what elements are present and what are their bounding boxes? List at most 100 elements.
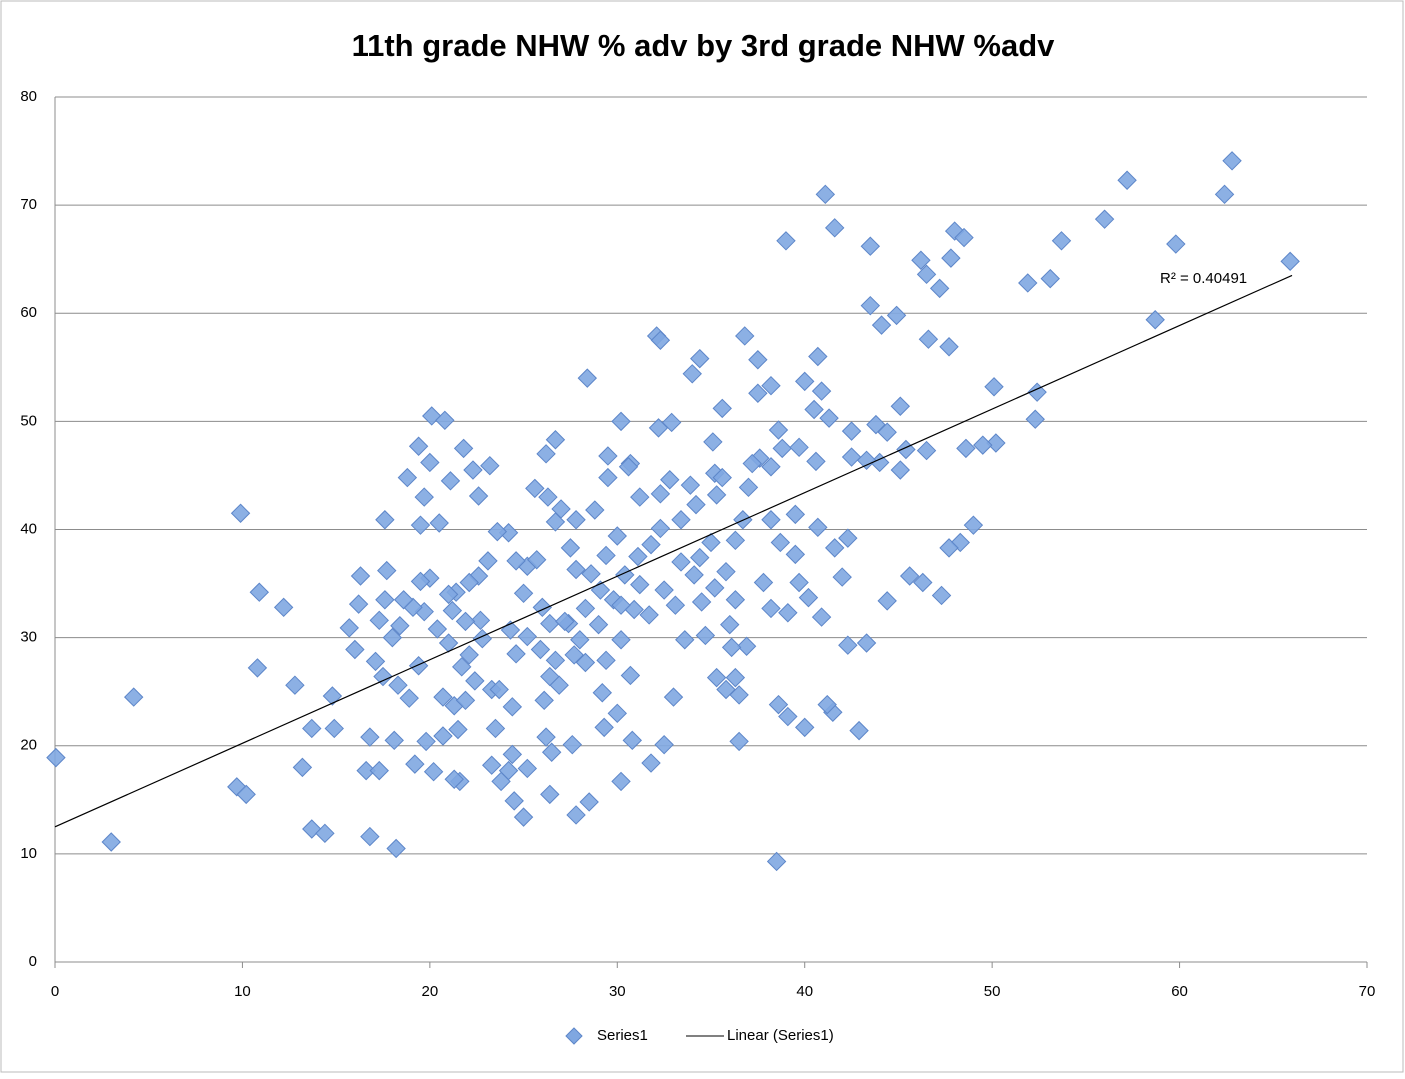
- point: [628, 546, 648, 567]
- point: [485, 718, 506, 739]
- point: [292, 757, 313, 778]
- point: [680, 475, 701, 495]
- point: [671, 552, 691, 572]
- point: [611, 411, 631, 432]
- point: [581, 564, 601, 584]
- point: [345, 639, 365, 660]
- point: [285, 675, 305, 695]
- point: [736, 636, 757, 656]
- point: [384, 730, 404, 751]
- point: [838, 528, 858, 548]
- point: [530, 639, 551, 660]
- point: [725, 590, 746, 610]
- point: [365, 651, 386, 672]
- point: [350, 566, 371, 586]
- point: [482, 755, 502, 775]
- point: [487, 521, 508, 542]
- point: [566, 805, 586, 825]
- point: [596, 650, 616, 671]
- point: [545, 512, 566, 532]
- point: [748, 383, 768, 403]
- point: [841, 421, 862, 441]
- point: [772, 438, 792, 459]
- point: [620, 665, 641, 686]
- point: [806, 451, 826, 472]
- r-squared: R² = 0.40491: [1160, 270, 1247, 287]
- point: [375, 510, 395, 530]
- point: [540, 613, 560, 634]
- point: [448, 719, 468, 740]
- point: [236, 784, 256, 805]
- point: [322, 686, 343, 706]
- point: [598, 467, 618, 488]
- point: [768, 420, 789, 440]
- y-tick-label: 30: [20, 629, 37, 646]
- point: [480, 455, 500, 476]
- point: [607, 703, 627, 724]
- point: [686, 494, 706, 515]
- point: [455, 690, 476, 711]
- point: [856, 633, 877, 653]
- point: [795, 717, 815, 738]
- point: [761, 375, 781, 396]
- point: [478, 551, 498, 571]
- point: [594, 717, 614, 738]
- point: [1280, 251, 1300, 272]
- y-tick-label: 0: [29, 953, 37, 970]
- point: [386, 838, 406, 859]
- point: [918, 329, 939, 349]
- point: [525, 478, 545, 499]
- point: [712, 398, 732, 419]
- x-tick-label: 60: [1171, 983, 1188, 1000]
- point: [650, 518, 671, 539]
- point: [373, 666, 393, 687]
- point: [703, 432, 723, 452]
- point: [785, 544, 806, 565]
- point: [410, 571, 431, 592]
- point: [819, 408, 839, 428]
- point: [890, 396, 911, 416]
- point: [579, 792, 599, 812]
- point: [716, 679, 736, 700]
- point: [315, 823, 335, 844]
- point: [517, 626, 538, 647]
- legend-marker: [565, 1027, 583, 1045]
- point: [596, 545, 616, 566]
- x-tick-label: 0: [51, 983, 59, 1000]
- point: [838, 635, 858, 655]
- point: [804, 399, 824, 420]
- point: [452, 657, 472, 677]
- y-tick-label: 20: [20, 737, 37, 754]
- y-tick-label: 40: [20, 520, 37, 537]
- point: [502, 697, 523, 717]
- point: [560, 538, 581, 558]
- point: [798, 587, 819, 608]
- point: [1051, 231, 1072, 251]
- point: [811, 381, 832, 401]
- point: [382, 627, 403, 648]
- point: [575, 652, 596, 673]
- point: [230, 503, 251, 523]
- point: [611, 771, 631, 792]
- point: [660, 470, 680, 490]
- legend-label: Series1: [597, 1027, 648, 1044]
- point: [916, 264, 937, 285]
- point: [360, 727, 380, 747]
- point: [705, 578, 725, 598]
- y-tick-label: 50: [20, 412, 37, 429]
- point: [849, 720, 869, 741]
- point: [536, 727, 556, 747]
- point: [442, 600, 463, 621]
- point: [738, 477, 759, 498]
- point: [811, 607, 832, 627]
- point: [1025, 409, 1045, 429]
- point: [963, 515, 984, 535]
- point: [513, 807, 534, 827]
- legend-label: Linear (Series1): [727, 1027, 834, 1044]
- point: [369, 760, 389, 781]
- point: [562, 734, 583, 755]
- point: [815, 184, 836, 205]
- point: [399, 688, 419, 708]
- point: [534, 690, 554, 711]
